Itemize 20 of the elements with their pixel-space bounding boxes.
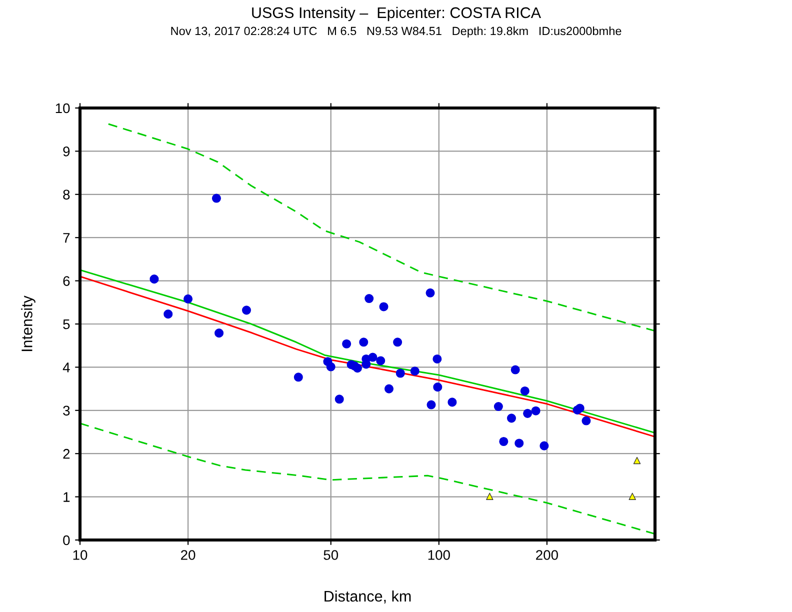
chart-subtitle: Nov 13, 2017 02:28:24 UTC M 6.5 N9.53 W84.51 Depth: 19.8km ID:us2000bmhe (171, 26, 622, 38)
x-tick-label: 100 (428, 550, 450, 560)
y-tick-label: 5 (63, 319, 70, 330)
x-tick-label: 200 (536, 550, 558, 560)
y-tick-label: 9 (63, 146, 70, 156)
y-tick-label: 6 (63, 276, 70, 286)
x-axis-title: Distance, km (324, 590, 411, 604)
y-tick-label: 8 (63, 190, 70, 200)
y-tick-label: 4 (62, 362, 70, 372)
y-tick-label: 3 (63, 406, 70, 416)
y-tick-label: 10 (56, 103, 70, 114)
chart-title: USGS Intensity – Epicenter: COSTA RICA (252, 6, 542, 22)
y-tick-label: 7 (63, 233, 70, 243)
x-tick-label: 10 (73, 550, 88, 560)
y-tick-label: 0 (63, 535, 70, 546)
y-tick-label: 1 (64, 492, 70, 502)
x-tick-label: 50 (324, 550, 338, 560)
y-tick-label: 2 (63, 448, 70, 459)
x-tick-label: 20 (181, 550, 196, 560)
y-axis-title: Intensity (21, 296, 36, 352)
